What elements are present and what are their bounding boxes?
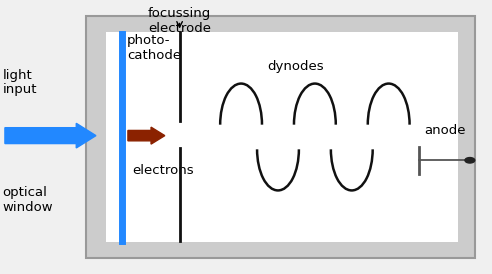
FancyArrow shape xyxy=(128,127,165,144)
Text: dynodes: dynodes xyxy=(267,60,324,73)
Text: electrons: electrons xyxy=(132,164,193,177)
Text: photo-
cathode: photo- cathode xyxy=(127,34,181,62)
Circle shape xyxy=(465,158,475,163)
Bar xyxy=(106,32,458,242)
Text: focussing
electrode: focussing electrode xyxy=(148,7,211,35)
Text: optical
window: optical window xyxy=(2,186,53,214)
Text: light
input: light input xyxy=(2,68,37,96)
FancyArrow shape xyxy=(5,123,96,148)
Bar xyxy=(86,16,475,258)
Text: anode: anode xyxy=(424,124,465,137)
